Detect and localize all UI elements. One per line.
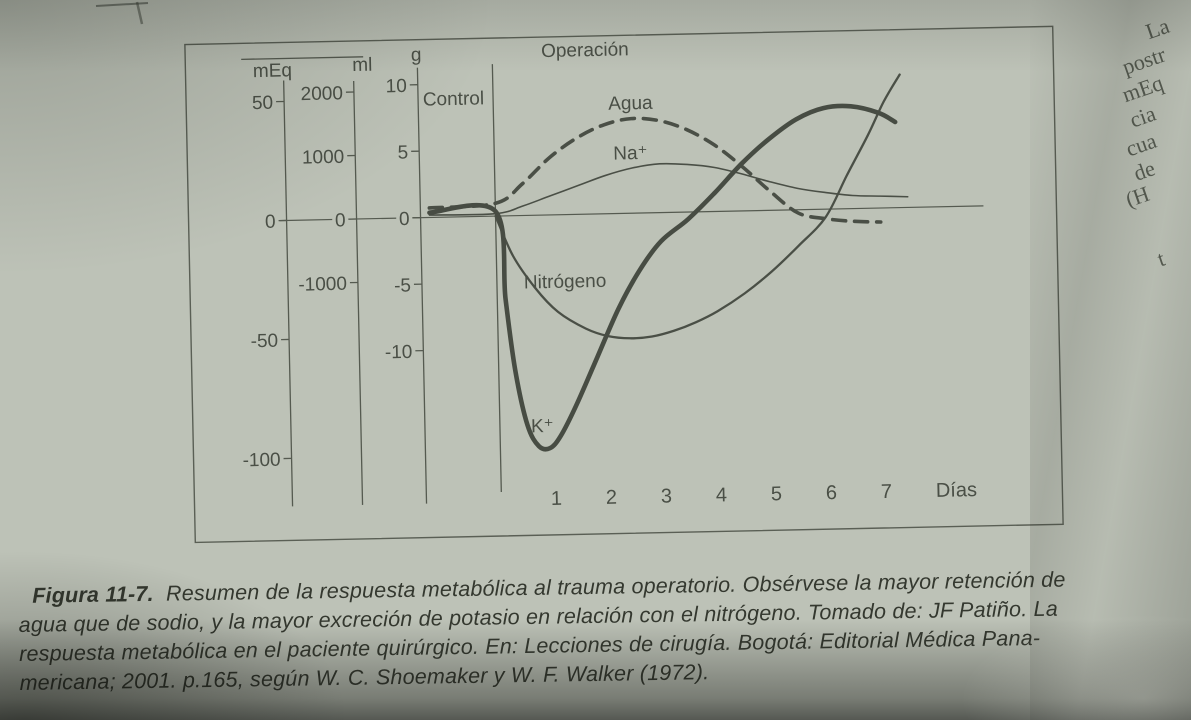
curve-label-k: K⁺ — [531, 416, 554, 437]
series-curve-Na+ — [428, 162, 909, 216]
operation-event-line — [491, 64, 502, 493]
axis-title-g: g — [411, 45, 422, 66]
figure-chart: mEq ml g 500-50-100200010000-10001050-5-… — [184, 25, 1064, 544]
tick-label-g-5: 5 — [397, 142, 408, 163]
curve-label-na: Na⁺ — [613, 143, 648, 165]
axis-header-rule — [241, 56, 364, 61]
series-curve-K+ — [427, 103, 898, 452]
operation-label: Operación — [541, 39, 629, 62]
crop-mark-horizontal — [95, 2, 149, 7]
x-axis-title: Días — [936, 479, 978, 502]
curve-label-nitrogeno: Nitrógeno — [524, 271, 607, 294]
tick-label-mEq-0: 0 — [265, 212, 276, 233]
tick-label-mEq--50: -50 — [250, 331, 278, 353]
axis-title-ml: ml — [352, 55, 372, 76]
day-tick-label-7: 7 — [881, 481, 893, 503]
tick-label-mEq-50: 50 — [252, 93, 274, 114]
tick-label-g--10: -10 — [385, 342, 413, 364]
y-axis-ml — [353, 81, 364, 505]
tick-label-g-0: 0 — [399, 209, 410, 230]
tick-label-g--5: -5 — [394, 275, 411, 296]
tick-label-ml-2000: 2000 — [300, 83, 343, 105]
day-tick-label-3: 3 — [661, 485, 673, 507]
day-tick-label-5: 5 — [771, 483, 783, 505]
curve-label-agua: Agua — [608, 93, 653, 115]
day-tick-label-6: 6 — [826, 482, 838, 504]
tick-label-ml-1000: 1000 — [302, 147, 345, 169]
tick-label-g-10: 10 — [385, 76, 407, 97]
zero-baseline — [279, 205, 984, 222]
page-gutter-shadow — [1030, 0, 1191, 720]
tick-label-ml--1000: -1000 — [298, 274, 347, 296]
axis-title-meq: mEq — [253, 60, 293, 82]
day-tick-label-4: 4 — [716, 484, 728, 506]
y-axis-mEq — [282, 80, 294, 507]
day-tick-label-1: 1 — [551, 488, 563, 510]
tick-label-mEq--100: -100 — [242, 450, 280, 472]
control-label: Control — [423, 88, 485, 110]
day-tick-label-2: 2 — [606, 487, 618, 509]
tick-label-ml-0: 0 — [335, 210, 346, 231]
figure-caption: Figura 11-7. Resumen de la respuesta met… — [18, 565, 1130, 698]
y-axis-g — [416, 67, 428, 504]
figure-number: Figura 11-7. — [32, 581, 154, 608]
